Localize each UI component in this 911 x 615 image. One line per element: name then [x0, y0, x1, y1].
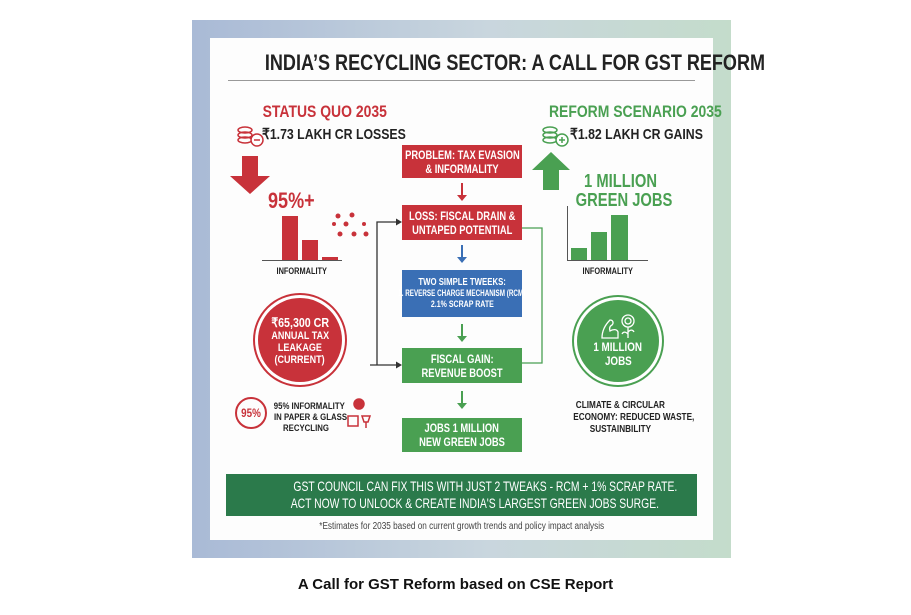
informality-percent: 95%+ — [268, 188, 315, 213]
tax-leakage-circle: ₹65,300 CR ANNUAL TAX LEAKAGE (CURRENT) — [258, 298, 342, 382]
bar-mid — [591, 232, 607, 260]
up-arrow-icon — [532, 152, 570, 190]
status-quo-heading: STATUS QUO 2035 — [262, 102, 388, 121]
bar-low — [322, 257, 338, 260]
paper-glass-note: 95% INFORMALITY IN PAPER & GLASS RECYCLING — [273, 401, 348, 434]
arrow-down-icon — [457, 183, 467, 201]
jobs-bar-chart — [567, 206, 648, 261]
losses-value: ₹1.73 LAKH CR LOSSES — [262, 126, 406, 143]
muscle-flower-icon — [601, 314, 635, 339]
bar-low — [571, 248, 587, 260]
feedback-loop-connectors — [370, 218, 543, 369]
down-arrow-icon — [230, 156, 270, 194]
title-divider — [228, 80, 695, 81]
climate-note: CLIMATE & CIRCULAR ECONOMY: REDUCED WASTE… — [573, 400, 695, 435]
informality-label: INFORMALITY — [582, 266, 634, 276]
bar-mid — [302, 240, 318, 260]
gains-value: ₹1.82 LAKH CR GAINS — [570, 126, 703, 143]
flow-box-jobs: JOBS 1 MILLION NEW GREEN JOBS — [402, 418, 522, 452]
flow-box-problem: PROBLEM: TAX EVASION & INFORMALITY — [402, 145, 522, 178]
bar-high — [282, 216, 298, 260]
coins-minus-icon — [237, 126, 264, 147]
jobs-circle: 1 MILLION JOBS — [577, 300, 659, 382]
informality-bar-chart — [262, 214, 342, 261]
gear-recycle-icon — [347, 398, 372, 428]
flow-box-loss: LOSS: FISCAL DRAIN & UNTAPED POTENTIAL — [402, 205, 522, 240]
informality-badge: 95% — [235, 397, 267, 429]
flow-box-tweaks: TWO SIMPLE TWEEKS: 1. REVERSE CHARGE MECH… — [398, 270, 526, 317]
green-jobs-headline: 1 MILLION GREEN JOBS — [575, 171, 673, 210]
arrow-down-icon — [457, 245, 467, 263]
coins-plus-icon — [542, 126, 569, 147]
informality-label: INFORMALITY — [276, 266, 328, 276]
reform-scenario-heading: REFORM SCENARIO 2035 — [548, 102, 722, 121]
arrow-down-icon — [457, 324, 467, 342]
figure-caption: A Call for GST Reform based on CSE Repor… — [297, 576, 614, 593]
bar-high — [611, 215, 628, 260]
footnote: *Estimates for 2035 based on current gro… — [319, 521, 604, 532]
arrow-down-icon — [457, 391, 467, 409]
waste-items-icon — [332, 212, 369, 237]
call-to-action-banner: GST COUNCIL CAN FIX THIS WITH JUST 2 TWE… — [226, 474, 697, 516]
flow-box-fiscal-gain: FISCAL GAIN: REVENUE BOOST — [402, 348, 522, 383]
infographic-title: INDIA’S RECYCLING SECTOR: A CALL FOR GST… — [264, 50, 766, 75]
